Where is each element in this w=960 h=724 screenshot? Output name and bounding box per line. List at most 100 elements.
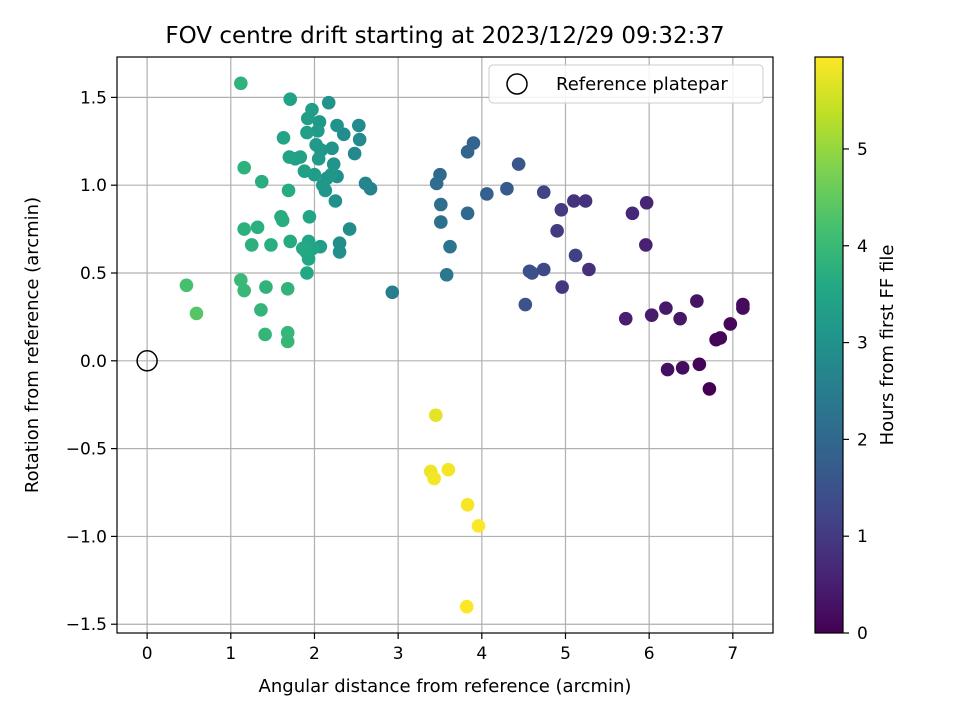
data-point	[234, 76, 248, 91]
data-point	[254, 174, 269, 189]
data-point	[618, 311, 633, 326]
data-point	[713, 331, 728, 345]
data-point	[460, 206, 475, 221]
colorbar-label: Hours from first FF file	[877, 245, 898, 446]
y-tick-label: 0.5	[80, 264, 107, 284]
data-point	[321, 95, 336, 110]
data-point	[525, 266, 539, 280]
y-tick-label: −1.0	[66, 527, 107, 547]
y-tick-label: −1.5	[66, 615, 107, 635]
data-point	[347, 146, 362, 161]
x-tick-label: 2	[309, 644, 320, 664]
colorbar-tick-label: 2	[857, 430, 868, 450]
data-point	[675, 361, 690, 375]
data-point	[659, 301, 673, 315]
data-point	[427, 471, 441, 486]
data-point	[300, 266, 314, 280]
data-point	[555, 280, 569, 294]
data-point	[311, 152, 326, 166]
colorbar-tick-label: 4	[857, 237, 868, 257]
data-point	[568, 248, 583, 263]
colorbar-ticks: 0 1 2 3 4 5	[843, 140, 868, 644]
x-tick-label: 3	[393, 644, 404, 664]
data-point	[283, 234, 298, 249]
data-point	[429, 176, 444, 191]
x-tick-label: 7	[727, 644, 738, 664]
y-tick-label: −0.5	[66, 440, 107, 460]
data-point	[582, 262, 596, 277]
data-point	[625, 206, 640, 221]
colorbar-tick-label: 5	[857, 140, 868, 160]
data-points	[136, 76, 750, 614]
data-point	[639, 238, 653, 252]
y-axis-ticks: −1.5 −1.0 −0.5 0.0 0.5 1.0 1.5	[66, 88, 117, 635]
data-point	[692, 357, 707, 372]
data-point	[259, 280, 273, 294]
data-point	[500, 181, 514, 196]
data-point	[428, 408, 443, 423]
data-point	[325, 141, 339, 156]
data-point	[434, 215, 448, 229]
data-point	[342, 222, 357, 236]
data-point	[311, 123, 325, 138]
data-point	[281, 183, 296, 198]
data-point	[237, 283, 251, 298]
data-point	[297, 164, 312, 178]
colorbar-tick-label: 0	[857, 624, 868, 644]
data-point	[518, 297, 533, 312]
data-point	[276, 130, 291, 145]
y-tick-label: 0.0	[80, 352, 107, 372]
x-tick-label: 0	[142, 644, 153, 664]
data-point	[644, 308, 659, 322]
y-axis-label: Rotation from reference (arcmin)	[22, 197, 43, 493]
data-point	[567, 194, 581, 208]
data-point	[244, 238, 259, 252]
data-point	[441, 462, 456, 477]
colorbar-tick-label: 3	[857, 334, 868, 354]
colorbar-gradient	[814, 56, 844, 634]
data-point	[280, 282, 295, 296]
legend: Reference platepar	[488, 64, 764, 104]
grid-lines	[117, 57, 773, 633]
legend-reference-label: Reference platepar	[556, 74, 728, 95]
data-point	[511, 157, 526, 171]
data-point	[434, 197, 448, 212]
data-point	[250, 220, 265, 235]
data-point	[324, 167, 339, 182]
data-point	[690, 294, 704, 308]
data-point	[385, 285, 400, 300]
data-point	[237, 160, 251, 175]
colorbar-tick-label: 1	[857, 527, 868, 547]
data-point	[536, 262, 551, 277]
data-point	[264, 238, 278, 252]
x-tick-label: 5	[560, 644, 571, 664]
data-point	[258, 327, 272, 342]
data-point	[309, 138, 323, 152]
data-point	[300, 111, 315, 126]
data-point	[332, 245, 347, 259]
data-point	[254, 303, 268, 317]
chart-title: FOV centre drift starting at 2023/12/29 …	[165, 23, 724, 49]
data-point	[189, 306, 204, 321]
legend-reference-marker	[506, 73, 528, 95]
x-axis-ticks: 0 1 2 3 4 5 6 7	[142, 633, 738, 664]
data-point	[283, 92, 298, 106]
data-point	[352, 132, 367, 147]
data-point	[330, 118, 344, 133]
x-tick-label: 6	[644, 644, 655, 664]
data-point	[302, 210, 317, 224]
data-point	[358, 176, 373, 191]
data-point	[460, 498, 475, 512]
data-point	[280, 334, 295, 349]
data-point	[578, 194, 593, 208]
data-point	[316, 178, 330, 192]
data-point	[639, 195, 654, 210]
x-axis-label: Angular distance from reference (arcmin)	[259, 676, 632, 697]
data-point	[673, 311, 687, 326]
y-tick-label: 1.0	[80, 176, 107, 196]
y-tick-label: 1.5	[80, 88, 107, 108]
data-point	[550, 224, 564, 238]
data-point	[480, 187, 494, 201]
